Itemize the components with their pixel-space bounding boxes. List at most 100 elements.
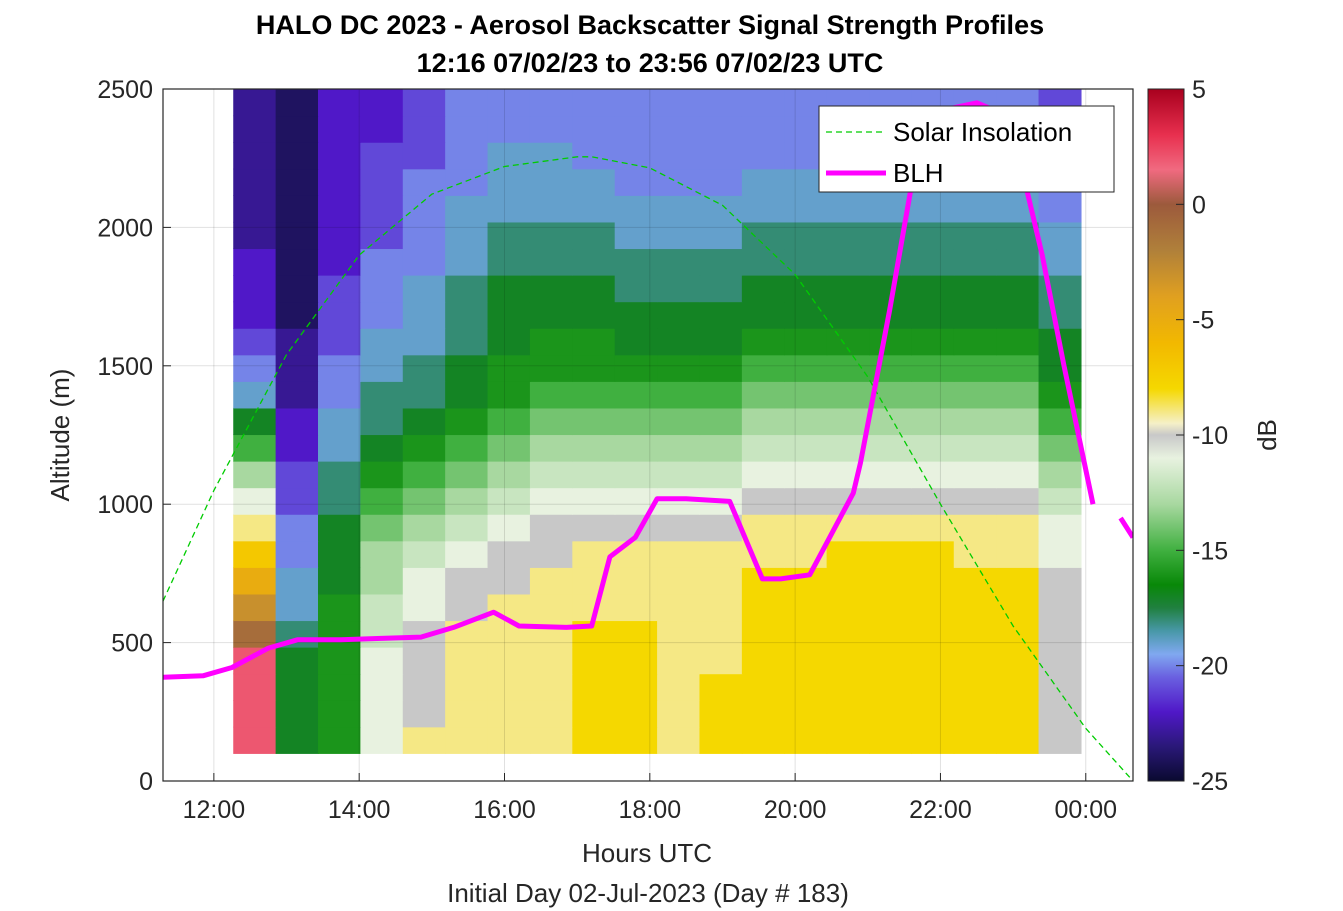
heatmap-cell bbox=[1038, 221, 1082, 250]
heatmap-cell bbox=[911, 461, 955, 489]
heatmap-cell bbox=[233, 407, 277, 436]
heatmap-cell bbox=[445, 726, 489, 754]
heatmap-cell bbox=[233, 195, 277, 223]
heatmap-cell bbox=[911, 726, 955, 754]
legend-box bbox=[818, 105, 1115, 193]
heatmap-cell bbox=[572, 461, 616, 489]
heatmap-cell bbox=[996, 461, 1040, 489]
heatmap-cell bbox=[657, 434, 701, 462]
heatmap-cell bbox=[529, 381, 573, 409]
heatmap-cell bbox=[953, 354, 997, 382]
heatmap-cell bbox=[996, 593, 1040, 622]
heatmap-cell bbox=[275, 434, 319, 462]
heatmap-cell bbox=[487, 221, 531, 250]
heatmap-cell bbox=[572, 248, 616, 276]
heatmap-cell bbox=[741, 89, 785, 117]
heatmap-cell bbox=[529, 89, 573, 117]
heatmap-cell bbox=[275, 115, 319, 143]
heatmap-cell bbox=[657, 407, 701, 436]
y-tick-label: 2000 bbox=[97, 214, 153, 242]
heatmap-cell bbox=[614, 540, 658, 568]
heatmap-cell bbox=[741, 328, 785, 356]
heatmap-cell bbox=[529, 221, 573, 250]
heatmap-cell bbox=[784, 328, 828, 356]
heatmap-cell bbox=[318, 89, 361, 117]
heatmap-cell bbox=[360, 275, 404, 303]
heatmap-cell bbox=[402, 726, 446, 754]
heatmap-cell bbox=[318, 434, 361, 462]
heatmap-cell bbox=[996, 301, 1040, 329]
heatmap-cell bbox=[1038, 381, 1082, 409]
heatmap-cell bbox=[996, 673, 1040, 701]
heatmap-cell bbox=[445, 301, 489, 329]
x-tick-label: 12:00 bbox=[183, 796, 246, 824]
heatmap-cell bbox=[402, 275, 446, 303]
heatmap-cell bbox=[699, 726, 743, 754]
heatmap-cell bbox=[529, 593, 573, 622]
heatmap-cell bbox=[1038, 434, 1082, 462]
heatmap-cell bbox=[953, 567, 997, 595]
heatmap-cell bbox=[826, 195, 870, 223]
y-tick-label: 500 bbox=[111, 630, 153, 658]
colorbar-ticks: 5 0 -5 -10 -15 -20 -25 bbox=[1176, 76, 1228, 796]
heatmap-cell bbox=[699, 407, 743, 436]
heatmap-cell bbox=[233, 328, 277, 356]
heatmap-cell bbox=[445, 115, 489, 143]
legend-blh-label: BLH bbox=[893, 158, 944, 188]
heatmap-cell bbox=[869, 700, 912, 728]
heatmap-cell bbox=[275, 726, 319, 754]
heatmap-cell bbox=[318, 700, 361, 728]
heatmap-cell bbox=[572, 142, 616, 170]
heatmap-cell bbox=[614, 221, 658, 250]
heatmap-cell bbox=[487, 248, 531, 276]
heatmap-cell bbox=[402, 593, 446, 622]
heatmap-cell bbox=[402, 434, 446, 462]
heatmap-cell bbox=[996, 514, 1040, 542]
heatmap-cell bbox=[487, 487, 531, 515]
heatmap-cell bbox=[657, 620, 701, 648]
heatmap-cell bbox=[784, 354, 828, 382]
heatmap-cell bbox=[953, 461, 997, 489]
heatmap-cell bbox=[360, 461, 404, 489]
heatmap-cell bbox=[741, 407, 785, 436]
plot-frame bbox=[162, 88, 1134, 782]
heatmap-cell bbox=[572, 89, 616, 117]
heatmap-cell bbox=[784, 726, 828, 754]
heatmap-cell bbox=[572, 301, 616, 329]
heatmap-cell bbox=[572, 195, 616, 223]
heatmap-cell bbox=[996, 354, 1040, 382]
heatmap-cell bbox=[614, 195, 658, 223]
heatmap-cell bbox=[657, 142, 701, 170]
heatmap-cell bbox=[487, 301, 531, 329]
heatmap-cell bbox=[487, 115, 531, 143]
heatmap-cell bbox=[911, 620, 955, 648]
heatmap-cell bbox=[233, 354, 277, 382]
heatmap-cell bbox=[233, 673, 277, 701]
heatmap-cell bbox=[1038, 354, 1082, 382]
heatmap-cell bbox=[741, 461, 785, 489]
heatmap-cell bbox=[360, 142, 404, 170]
heatmap-cell bbox=[529, 407, 573, 436]
heatmap-cell bbox=[402, 381, 446, 409]
heatmap-cell bbox=[572, 434, 616, 462]
heatmap-cell bbox=[784, 647, 828, 675]
heatmap-cell bbox=[614, 354, 658, 382]
heatmap-cell bbox=[1038, 461, 1082, 489]
heatmap-cell bbox=[657, 461, 701, 489]
heatmap-cell bbox=[572, 647, 616, 675]
heatmap-cell bbox=[233, 434, 277, 462]
heatmap-cell bbox=[233, 620, 277, 648]
heatmap-cell bbox=[614, 89, 658, 117]
heatmap-cell bbox=[572, 275, 616, 303]
heatmap-cell bbox=[911, 434, 955, 462]
heatmap-cell bbox=[275, 540, 319, 568]
heatmap-cell bbox=[402, 407, 446, 436]
heatmap-cell bbox=[275, 248, 319, 276]
heatmap-cell bbox=[529, 328, 573, 356]
heatmap-cell bbox=[487, 168, 531, 196]
heatmap-cell bbox=[402, 461, 446, 489]
heatmap-cell bbox=[911, 221, 955, 250]
heatmap-cell bbox=[784, 620, 828, 648]
heatmap-cell bbox=[911, 567, 955, 595]
heatmap-cell bbox=[1038, 195, 1082, 223]
